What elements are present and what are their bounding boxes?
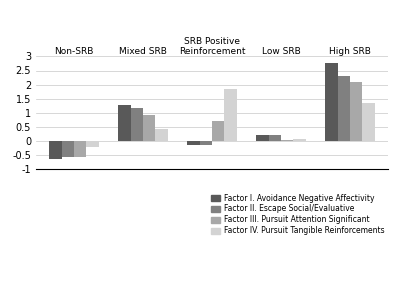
Bar [49, 141, 62, 159]
Bar [362, 103, 375, 141]
Legend: Factor I. Avoidance Negative Affectivity, Factor II. Escape Social/Evaluative, F: Factor I. Avoidance Negative Affectivity… [211, 193, 384, 235]
Bar [200, 141, 212, 145]
Bar [350, 82, 362, 141]
Bar [143, 115, 156, 141]
Bar [325, 63, 338, 141]
Bar [256, 135, 268, 141]
Text: High SRB: High SRB [329, 47, 371, 56]
Bar [268, 135, 281, 141]
Bar [62, 141, 74, 157]
Bar [212, 121, 224, 141]
Bar [281, 140, 294, 141]
Text: SRB Positive
Reinforcement: SRB Positive Reinforcement [179, 37, 245, 56]
Bar [224, 89, 237, 141]
Bar [294, 139, 306, 141]
Bar [86, 141, 99, 147]
Text: Low SRB: Low SRB [262, 47, 300, 56]
Bar [156, 129, 168, 141]
Bar [130, 108, 143, 141]
Bar [338, 76, 350, 141]
Text: Mixed SRB: Mixed SRB [119, 47, 167, 56]
Bar [118, 105, 130, 141]
Text: Non-SRB: Non-SRB [54, 47, 94, 56]
Bar [74, 141, 86, 157]
Bar [187, 141, 200, 145]
